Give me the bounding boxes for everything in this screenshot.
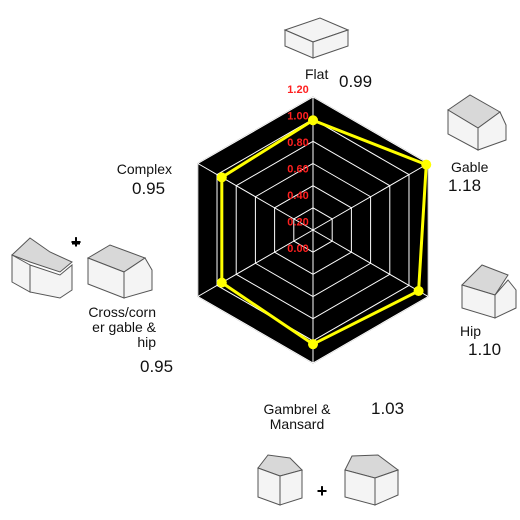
spoke xyxy=(312,229,429,297)
data-point xyxy=(413,285,424,296)
icon-gable xyxy=(447,94,507,151)
value-label: 0.95 xyxy=(140,357,174,376)
data-point xyxy=(216,172,227,183)
data-point xyxy=(308,339,318,350)
category-label: Gable xyxy=(451,159,489,175)
data-point xyxy=(421,159,432,170)
value-label: 0.99 xyxy=(339,72,373,91)
icon-hip xyxy=(461,264,517,319)
value-label: 1.03 xyxy=(371,399,405,418)
value-label: 1.18 xyxy=(448,176,482,195)
icon-gambrel xyxy=(257,454,303,506)
plus: + xyxy=(71,232,82,252)
icon-complex xyxy=(86,244,153,299)
house-icons: + + xyxy=(11,17,517,506)
category-label: Complex xyxy=(116,161,172,177)
r-tick-label: 1.00 xyxy=(287,111,308,123)
spoke xyxy=(312,163,429,231)
plus: + xyxy=(317,481,328,501)
data-point xyxy=(216,277,227,288)
category-label: Hip xyxy=(460,323,482,339)
r-tick-label: 0.80 xyxy=(287,137,308,149)
r-tick-label: 0.00 xyxy=(287,243,308,255)
spoke xyxy=(197,163,314,231)
r-tick-label: 1.20 xyxy=(287,84,308,96)
r-tick-label: 0.40 xyxy=(287,190,308,202)
r-tick-label: 0.20 xyxy=(287,217,308,229)
category-label: Gambrel & Mansard xyxy=(263,401,331,432)
r-tick-label: 0.60 xyxy=(287,164,308,176)
category-label: Flat xyxy=(305,66,329,82)
data-point xyxy=(308,115,318,126)
icon-cross xyxy=(11,237,73,299)
value-label: 1.10 xyxy=(468,340,502,359)
icon-flat xyxy=(283,17,350,59)
category-label: Cross/corner gable & hip xyxy=(88,304,156,350)
icon-mansard xyxy=(344,454,400,506)
spoke xyxy=(197,229,314,297)
value-label: 0.95 xyxy=(132,179,166,198)
